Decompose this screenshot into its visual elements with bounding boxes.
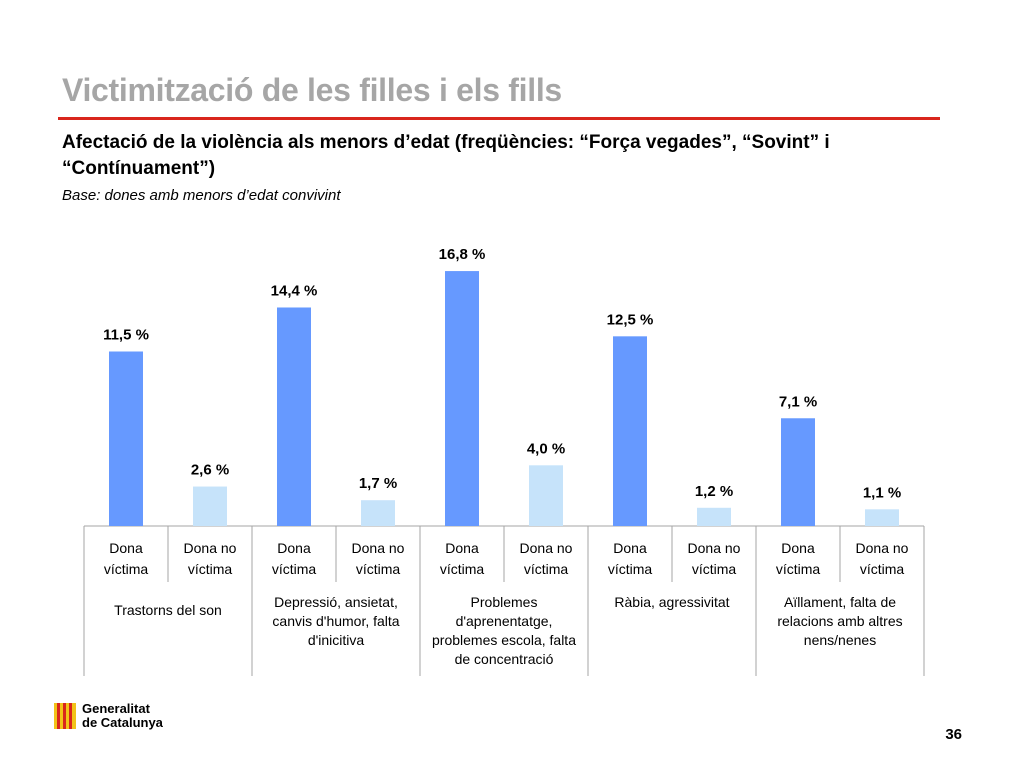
category-label: Dona víctima [608,540,653,577]
group-label: Problemes d'aprenentatge, problemes escola… [432,594,576,667]
chart-subtitle: Afectació de la violència als menors d’e… [62,132,830,179]
bar [109,351,143,526]
data-label: 4,0 % [527,440,565,457]
bar [361,500,395,526]
logo-line-2: de Catalunya [82,715,163,730]
data-label: 14,4 % [271,282,318,299]
bar [781,418,815,526]
bar [697,507,731,526]
category-label: Dona no víctima [352,540,405,577]
category-label: Dona no víctima [856,540,909,577]
group-label: Ràbia, agressivitat [614,594,729,610]
category-label: Dona víctima [776,540,821,577]
category-label: Dona no víctima [688,540,741,577]
data-label: 7,1 % [779,393,817,410]
category-label: Dona víctima [272,540,317,577]
title-divider [58,117,940,120]
generalitat-logo: Generalitat de Catalunya [54,702,163,730]
bar [193,486,227,526]
data-label: 1,7 % [359,475,397,492]
bar [277,307,311,526]
category-label: Dona víctima [104,540,149,577]
slide-title: Victimització de les filles i els fills [62,72,562,108]
group-label: Depressió, ansietat, canvis d'humor, falt… [272,594,399,648]
page-number: 36 [945,726,962,743]
data-label: 12,5 % [607,311,654,328]
data-label: 1,1 % [863,484,901,501]
bar [529,465,563,526]
category-label: Dona víctima [440,540,485,577]
bar [613,336,647,526]
group-label: Aïllament, falta de relacions amb altres n… [777,594,902,648]
bar [445,271,479,526]
bar [865,509,899,526]
group-label: Trastorns del son [114,602,222,618]
category-label: Dona no víctima [184,540,237,577]
logo-line-1: Generalitat [82,701,150,716]
data-label: 2,6 % [191,462,229,479]
catalan-flag-icon [54,703,76,729]
data-label: 11,5 % [103,326,149,343]
category-label: Dona no víctima [520,540,573,577]
base-note: Base: dones amb menors d’edat convivint [62,187,341,204]
bar-chart: 11,5 % 2,6 % 14,4 % 1,7 % 16,8 % 4,0 % 12,5 % 1… [83,246,925,676]
data-label: 1,2 % [695,483,733,500]
data-label: 16,8 % [439,246,486,263]
